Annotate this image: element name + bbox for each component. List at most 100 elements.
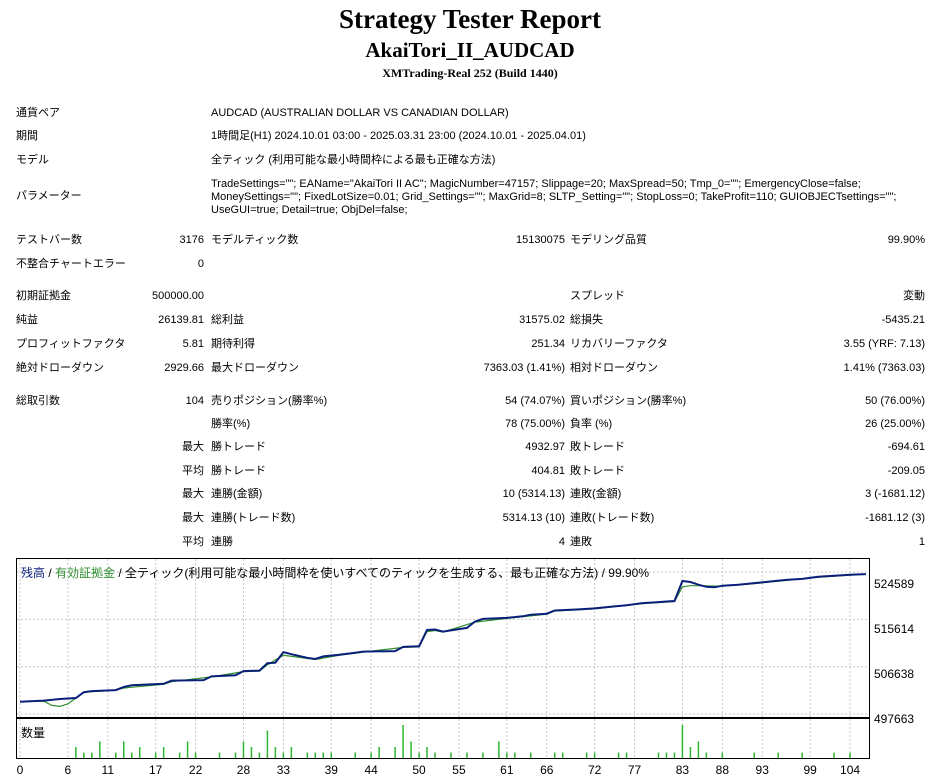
bars-label: テストバー数 — [16, 234, 82, 246]
largest-loss-value: -694.61 — [887, 441, 925, 453]
legend-balance: 残高 — [21, 566, 46, 580]
gross-loss-label: 総損失 — [570, 314, 603, 326]
avg-loss-value: -209.05 — [887, 465, 925, 477]
expected-payoff-value: 251.34 — [531, 338, 565, 350]
relative-drawdown-label: 相対ドローダウン — [570, 362, 658, 374]
parameters-label: パラメーター — [16, 190, 82, 202]
chart-legend: 残高 / 有効証拠金 / 全ティック(利用可能な最小時間枠を使いすべてのティック… — [21, 564, 649, 581]
server-info: XMTrading-Real 252 (Build 1440) — [382, 66, 558, 80]
legend-separator: / — [45, 566, 56, 580]
max-prefix: 最大 — [182, 512, 204, 524]
max-prefix: 最大 — [182, 488, 204, 500]
avg-prefix: 平均 — [182, 536, 204, 548]
spread-label: スプレッド — [570, 290, 625, 302]
x-tick-label: 88 — [715, 763, 730, 777]
legend-equity: 有効証拠金 — [55, 566, 116, 580]
consec-wins-count-label: 連勝(トレード数) — [211, 512, 296, 524]
x-tick-label: 66 — [540, 763, 554, 777]
largest-win-value: 4932.97 — [525, 441, 565, 453]
volume-chart: 数量 — [16, 718, 870, 759]
win-rate-label: 勝率(%) — [211, 418, 251, 430]
period-label: 期間 — [16, 130, 38, 142]
x-tick-label: 28 — [236, 763, 251, 777]
report-title: Strategy Tester Report — [339, 4, 601, 34]
x-tick-label: 93 — [755, 763, 769, 777]
avg-prefix: 平均 — [182, 465, 204, 477]
x-tick-label: 6 — [64, 763, 72, 777]
avg-loss-label: 敗トレード — [570, 465, 625, 477]
volume-label: 数量 — [21, 726, 46, 740]
x-tick-label: 39 — [324, 763, 338, 777]
recovery-factor-label: リカバリーファクタ — [570, 338, 668, 350]
consec-wins-money-value: 10 (5314.13) — [502, 488, 565, 500]
max-drawdown-value: 7363.03 (1.41%) — [483, 362, 565, 374]
mismatch-value: 0 — [197, 258, 204, 270]
mismatch-label: 不整合チャートエラー — [16, 258, 126, 270]
deposit-value: 500000.00 — [152, 290, 204, 302]
x-tick-label: 61 — [500, 763, 514, 777]
balance-chart-svg — [17, 559, 869, 717]
x-tick-label: 17 — [148, 763, 163, 777]
y-tick-label: 524589 — [874, 577, 915, 591]
consec-wins-money-label: 連勝(金額) — [211, 488, 263, 500]
x-tick-label: 83 — [675, 763, 690, 777]
model-value: 全ティック (利用可能な最小時間枠による最も正確な方法) — [211, 154, 496, 166]
avg-consec-wins-label: 連勝 — [211, 536, 233, 548]
avg-consec-wins-value: 4 — [558, 536, 565, 548]
period-value: 1時間足(H1) 2024.10.01 03:00 - 2025.03.31 2… — [211, 130, 586, 142]
absolute-drawdown-label: 絶対ドローダウン — [16, 362, 104, 374]
quality-label: モデリング品質 — [570, 234, 647, 246]
max-drawdown-label: 最大ドローダウン — [211, 362, 299, 374]
symbol-label: 通貨ペア — [16, 107, 60, 119]
gross-loss-value: -5435.21 — [881, 314, 925, 326]
profit-factor-value: 5.81 — [182, 338, 204, 350]
max-prefix: 最大 — [182, 441, 204, 453]
y-tick-label: 506638 — [874, 667, 915, 681]
long-positions-value: 50 (76.00%) — [865, 395, 925, 407]
ticks-value: 15130075 — [516, 234, 565, 246]
largest-win-label: 勝トレード — [211, 441, 266, 453]
avg-consec-losses-value: 1 — [918, 536, 925, 548]
avg-win-label: 勝トレード — [211, 465, 266, 477]
win-rate-value: 78 (75.00%) — [505, 418, 565, 430]
expected-payoff-label: 期待利得 — [211, 338, 255, 350]
x-tick-label: 99 — [803, 763, 817, 777]
short-positions-label: 売りポジション(勝率%) — [211, 395, 328, 407]
x-tick-label: 55 — [452, 763, 466, 777]
x-tick-label: 104 — [840, 763, 861, 777]
consec-losses-count-value: -1681.12 (3) — [865, 512, 925, 524]
x-tick-label: 11 — [101, 763, 115, 777]
relative-drawdown-value: 1.41% (7363.03) — [843, 362, 925, 374]
x-tick-label: 22 — [188, 763, 203, 777]
net-profit-value: 26139.81 — [158, 314, 204, 326]
gross-profit-value: 31575.02 — [519, 314, 565, 326]
consec-losses-money-label: 連敗(金額) — [570, 488, 622, 500]
long-positions-label: 買いポジション(勝率%) — [570, 395, 687, 407]
deposit-label: 初期証拠金 — [16, 290, 71, 302]
gross-profit-label: 総利益 — [211, 314, 244, 326]
x-tick-label: 72 — [587, 763, 602, 777]
report-subtitle: AkaiTori_II_AUDCAD — [365, 38, 575, 62]
legend-description: / 全ティック(利用可能な最小時間枠を使いすべてのティックを生成する、最も正確な… — [115, 566, 649, 580]
net-profit-label: 純益 — [16, 314, 38, 326]
y-tick-label: 515614 — [874, 622, 915, 636]
x-tick-label: 50 — [412, 763, 426, 777]
loss-rate-label: 負率 (%) — [570, 418, 613, 430]
x-tick-label: 77 — [627, 763, 642, 777]
quality-value: 99.90% — [887, 234, 925, 246]
x-tick-label: 33 — [276, 763, 291, 777]
x-tick-label: 0 — [16, 763, 24, 777]
spread-value: 変動 — [903, 290, 925, 302]
recovery-factor-value: 3.55 (YRF: 7.13) — [843, 338, 925, 350]
consec-losses-count-label: 連敗(トレード数) — [570, 512, 655, 524]
total-trades-value: 104 — [185, 395, 204, 407]
x-tick-label: 44 — [364, 763, 378, 777]
short-positions-value: 54 (74.07%) — [505, 395, 565, 407]
loss-rate-value: 26 (25.00%) — [865, 418, 925, 430]
parameters-value: TradeSettings=""; EAName="AkaiTori II AC… — [211, 178, 897, 216]
y-tick-label: 497663 — [874, 712, 915, 726]
absolute-drawdown-value: 2929.66 — [164, 362, 204, 374]
profit-factor-label: プロフィットファクタ — [16, 338, 126, 350]
avg-win-value: 404.81 — [531, 465, 565, 477]
total-trades-label: 総取引数 — [16, 395, 60, 407]
